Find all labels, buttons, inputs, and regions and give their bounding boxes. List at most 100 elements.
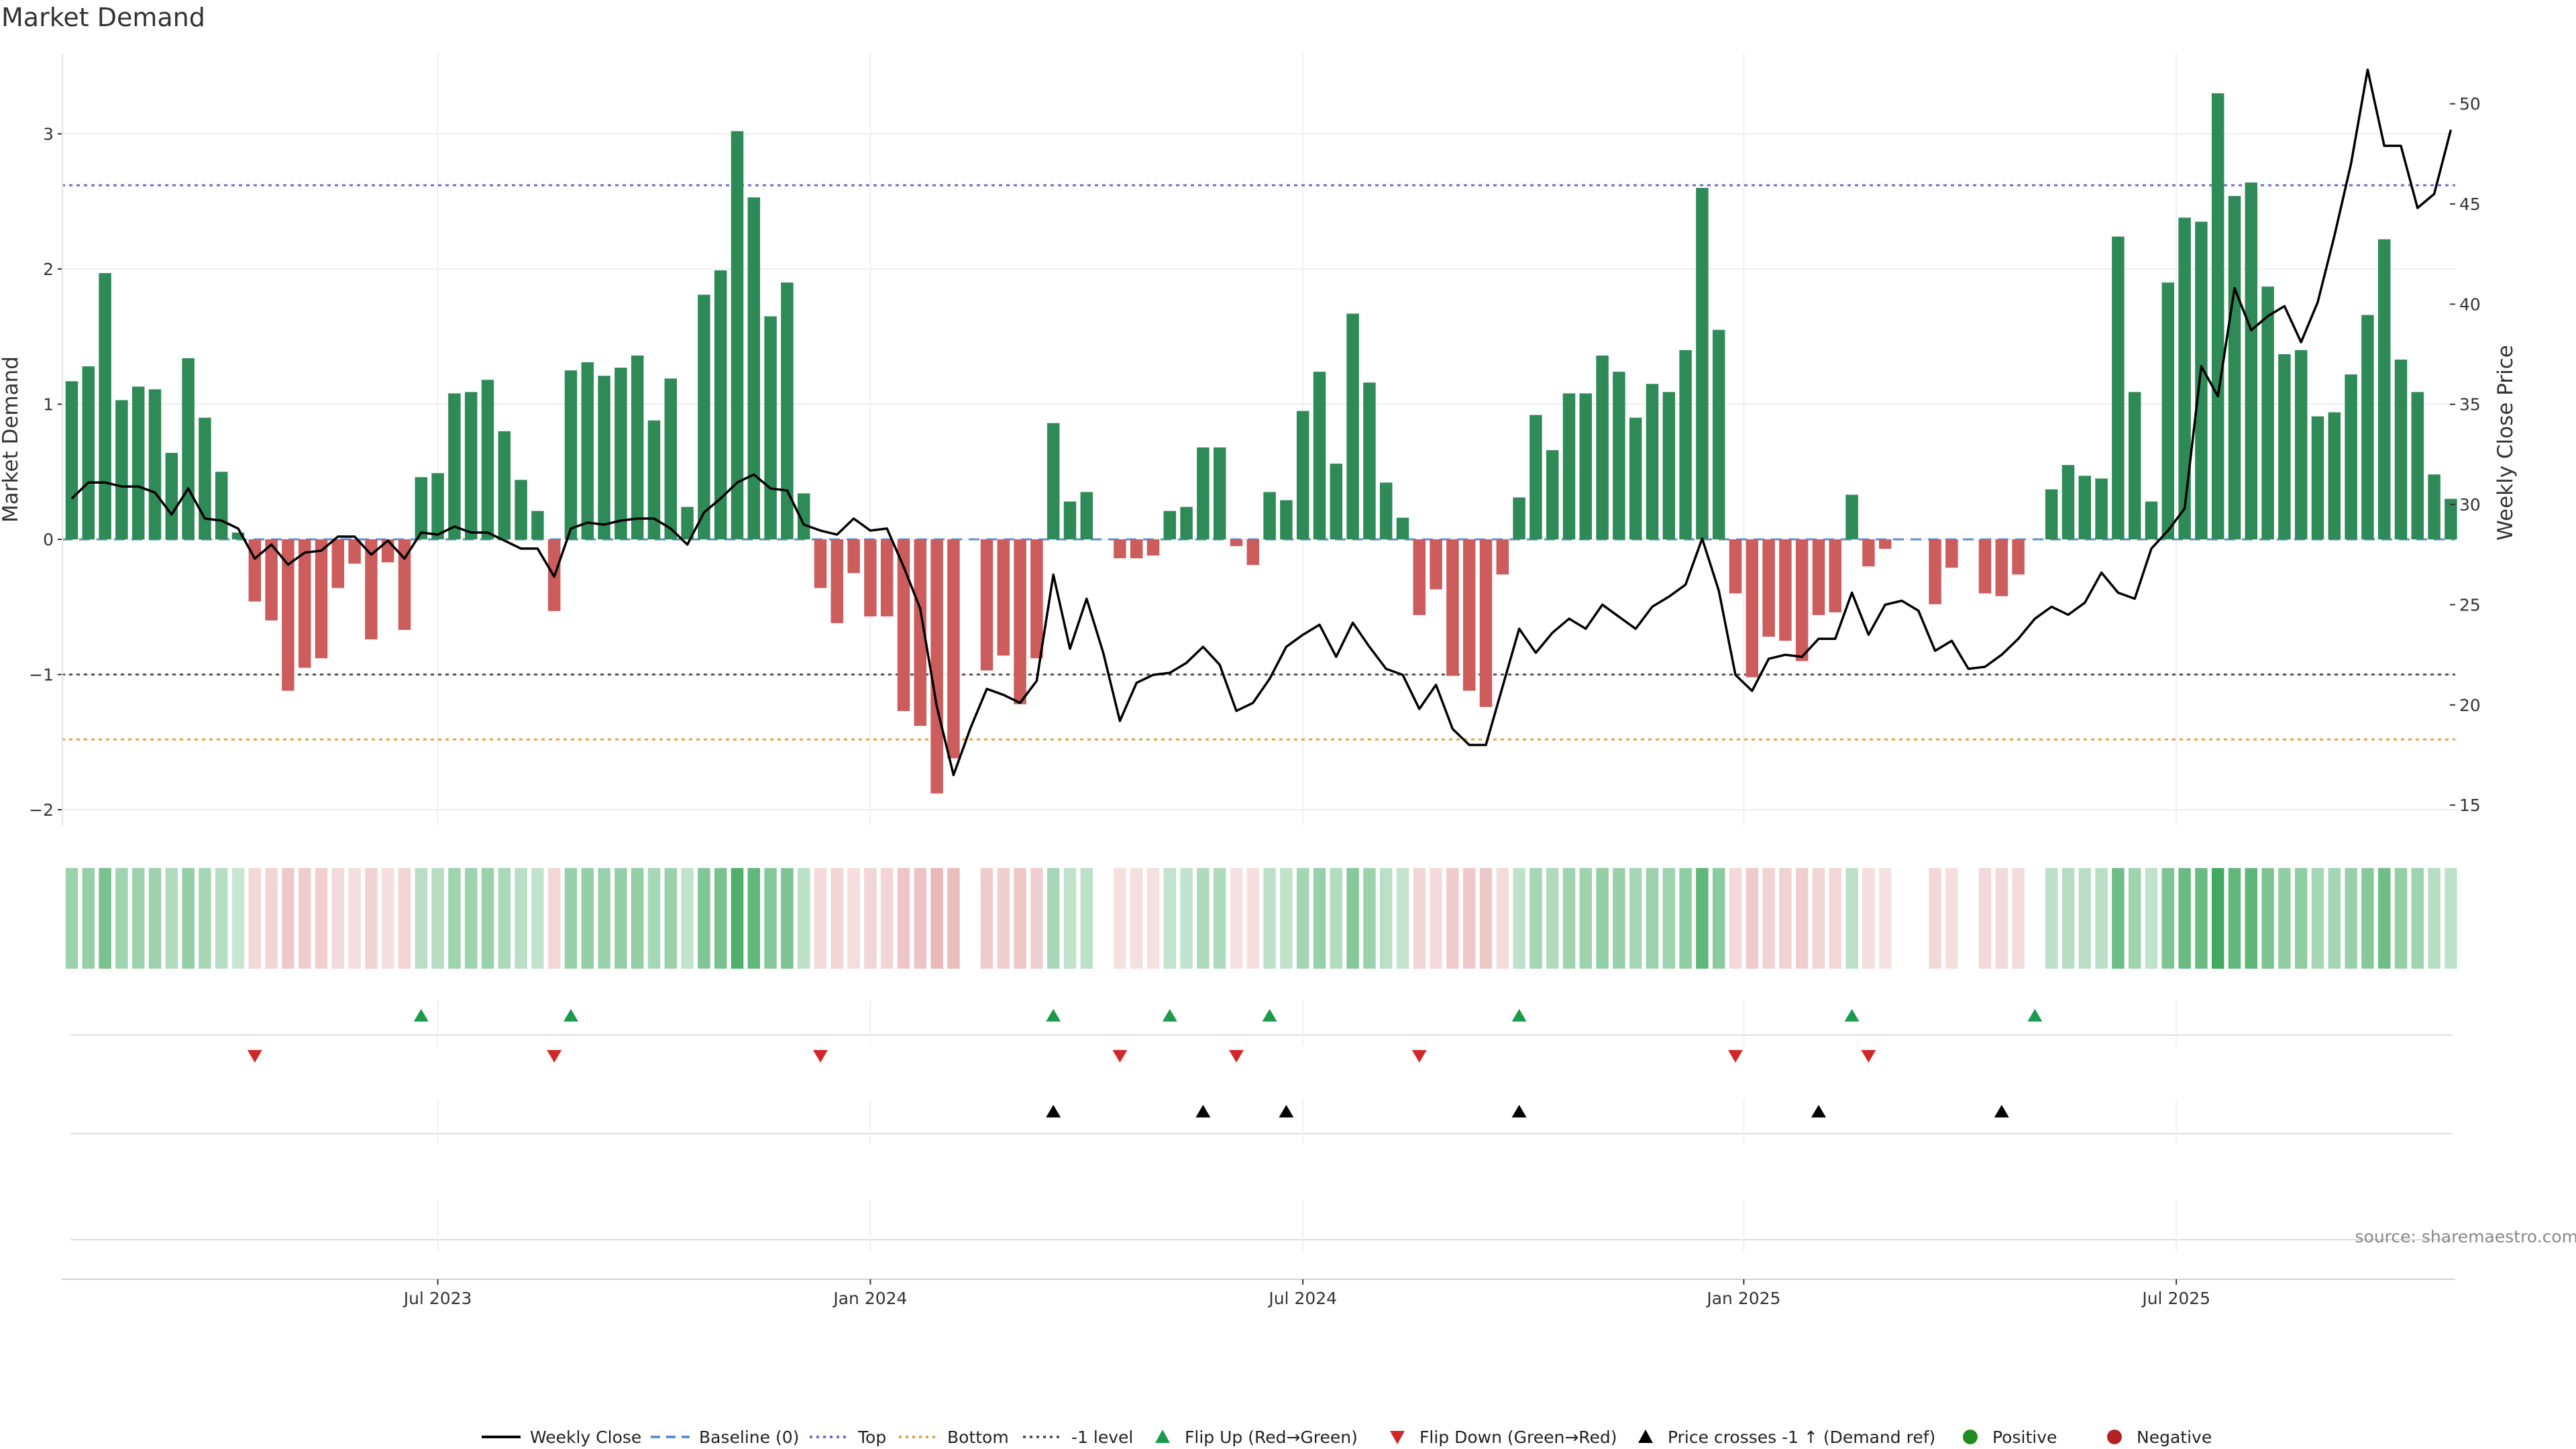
heat-cell-positive (1629, 868, 1642, 969)
price-cross-marker (1195, 1105, 1211, 1118)
heat-cell-negative (1795, 868, 1809, 969)
demand-bar-negative (1945, 539, 1958, 568)
heat-cell-positive (1197, 868, 1210, 969)
heat-cell-positive (1046, 868, 1060, 969)
heat-cell-negative (1496, 868, 1509, 969)
heat-cell-positive (781, 868, 794, 969)
heat-cell-negative (1014, 868, 1026, 969)
demand-bar-positive (2377, 239, 2391, 539)
demand-bar-negative (847, 539, 860, 574)
legend-swatch-price-crosses-1-demand-ref (1638, 1430, 1653, 1443)
demand-bar-negative (947, 539, 960, 759)
heat-cell-negative (398, 868, 411, 969)
demand-bar-negative (1995, 539, 2008, 596)
heat-cell-negative (547, 868, 561, 969)
heat-cell-negative (331, 868, 345, 969)
heat-cell-negative (997, 868, 1010, 969)
demand-bar-positive (1197, 447, 1210, 539)
demand-bar-positive (1080, 492, 1093, 539)
flip-up-marker (413, 1009, 429, 1022)
demand-bar-positive (2411, 392, 2424, 539)
demand-bar-negative (282, 539, 294, 691)
demand-bar-positive (1396, 517, 1409, 539)
heat-cell-positive (1263, 868, 1276, 969)
heat-cell-positive (99, 868, 111, 969)
heat-cell-negative (897, 868, 910, 969)
legend-swatch-negative (2107, 1430, 2122, 1444)
heat-cell-negative (315, 868, 328, 969)
demand-bar-positive (2078, 476, 2092, 539)
heat-cell-positive (581, 868, 594, 969)
heat-cell-positive (1596, 868, 1609, 969)
heat-cell-positive (647, 868, 661, 969)
heat-cell-positive (515, 868, 527, 969)
demand-bar-positive (82, 366, 95, 539)
demand-bar-positive (231, 532, 245, 539)
demand-bar-negative (1130, 539, 1143, 559)
heat-cell-positive (2178, 868, 2191, 969)
demand-bar-negative (864, 539, 877, 616)
y-tick-label: −1 (29, 665, 54, 685)
demand-bar-positive (731, 131, 744, 540)
heat-cell-positive (1613, 868, 1625, 969)
demand-bar-positive (1346, 313, 1359, 539)
heat-cell-positive (464, 868, 478, 969)
heat-cell-negative (947, 868, 960, 969)
heat-cell-negative (1829, 868, 1842, 969)
demand-bar-positive (2294, 350, 2308, 539)
heat-cell-positive (1213, 868, 1226, 969)
demand-bar-positive (215, 472, 228, 539)
heat-cell-positive (2261, 868, 2274, 969)
demand-bar-positive (1646, 384, 1659, 539)
heat-cell-positive (747, 868, 761, 969)
demand-bar-positive (1712, 329, 1725, 539)
demand-bar-positive (2345, 374, 2357, 539)
heat-cell-positive (1280, 868, 1293, 969)
demand-bar-negative (348, 539, 361, 564)
heat-cell-positive (764, 868, 777, 969)
date-axis: Jul 2023 Jan 2024 Jul 2024 Jan 2025 Jul 2025 (62, 1279, 2455, 1308)
demand-bar-positive (1363, 382, 1376, 539)
heat-cell-positive (2311, 868, 2324, 969)
demand-bar-positive (681, 506, 694, 539)
demand-bar-positive (1379, 482, 1393, 539)
heat-cell-positive (165, 868, 178, 969)
heat-cell-positive (1180, 868, 1193, 969)
heat-cell-positive (65, 868, 78, 969)
heat-cell-positive (714, 868, 727, 969)
heat-cell-positive (797, 868, 810, 969)
demand-bar-positive (148, 389, 162, 539)
heat-cell-positive (2195, 868, 2208, 969)
demand-bar-positive (647, 420, 661, 539)
demand-bar-positive (564, 370, 578, 539)
demand-bar-negative (1729, 539, 1742, 594)
demand-bar-positive (747, 197, 761, 539)
demand-bar-positive (2112, 236, 2125, 539)
demand-bar-negative (1779, 539, 1792, 641)
demand-bar-positive (2195, 221, 2208, 539)
demand-bar-positive (1213, 447, 1226, 539)
heat-cell-negative (847, 868, 860, 969)
demand-bar-negative (315, 539, 328, 659)
demand-bar-negative (930, 539, 943, 794)
demand-bar-negative (830, 539, 844, 623)
heat-cell-positive (1529, 868, 1542, 969)
heat-cell-positive (1063, 868, 1077, 969)
demand-bar-positive (698, 294, 710, 539)
heat-cell-positive (1562, 868, 1576, 969)
heat-cell-positive (681, 868, 694, 969)
heat-cell-positive (2394, 868, 2408, 969)
demand-bar-negative (365, 539, 378, 640)
demand-bar-positive (714, 270, 727, 539)
heat-cell-negative (880, 868, 894, 969)
demand-bar-positive (2061, 465, 2075, 539)
legend-label-weekly-close: Weekly Close (530, 1428, 641, 1447)
y2-tick-label: 35 (2459, 395, 2481, 415)
flip-down-marker (547, 1050, 562, 1063)
x-tick-label: Jul 2025 (2141, 1289, 2210, 1308)
legend-label-baseline-0: Baseline (0) (699, 1428, 799, 1447)
heat-cell-negative (1878, 868, 1892, 969)
heat-cell-positive (199, 868, 211, 969)
demand-bar-negative (980, 539, 994, 671)
demand-bar-negative (1230, 539, 1243, 547)
